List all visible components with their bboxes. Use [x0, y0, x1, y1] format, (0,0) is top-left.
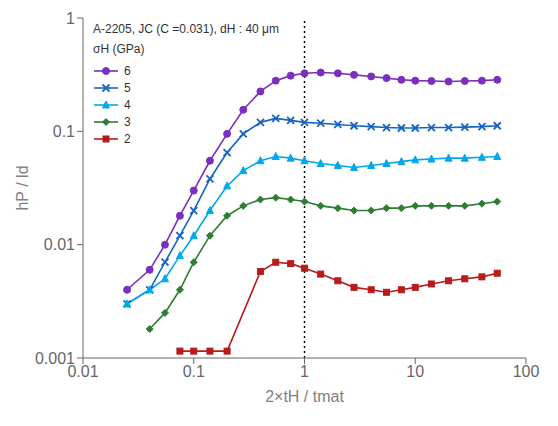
svg-text:0.01: 0.01 [44, 236, 75, 253]
html-text:3: 3 [124, 114, 131, 129]
html-text:2: 2 [124, 131, 131, 146]
svg-text:1: 1 [300, 363, 309, 380]
svg-text:10: 10 [406, 363, 424, 380]
html-text:A-2205, JC (C =0.031), dH : 40: A-2205, JC (C =0.031), dH : 40 μm [93, 22, 279, 36]
html-text:σH (GPa): σH (GPa) [93, 42, 145, 56]
svg-text:hP / ld: hP / ld [14, 165, 31, 210]
svg-text:0.1: 0.1 [183, 363, 205, 380]
svg-text:100: 100 [513, 363, 540, 380]
html-text:4: 4 [124, 97, 131, 112]
svg-text:2×tH / tmat: 2×tH / tmat [265, 388, 344, 405]
html-text:6: 6 [124, 63, 131, 78]
svg-text:1: 1 [66, 10, 75, 27]
svg-text:0.1: 0.1 [53, 123, 75, 140]
svg-text:0.001: 0.001 [35, 350, 75, 367]
svg-text:0.01: 0.01 [67, 363, 99, 381]
html-text:5: 5 [124, 80, 131, 95]
